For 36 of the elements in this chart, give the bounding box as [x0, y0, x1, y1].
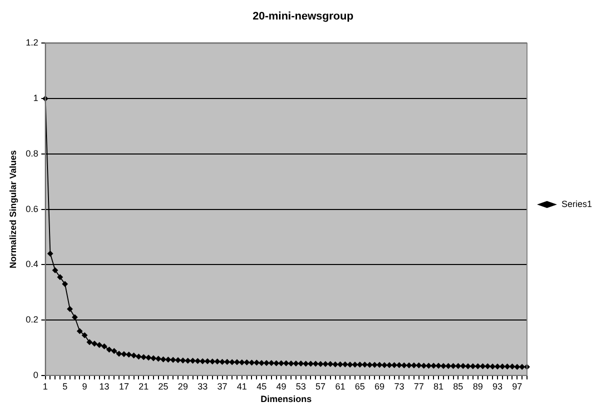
y-tick-label: 0.8 — [26, 148, 38, 158]
x-tick-label: 69 — [374, 381, 385, 392]
y-tick-label: 1 — [33, 93, 38, 104]
x-tick-label: 97 — [512, 381, 522, 392]
x-tick-label: 85 — [453, 381, 464, 392]
y-tick-label: 0 — [33, 370, 38, 380]
x-tick-label: 17 — [118, 381, 129, 392]
chart-title: 20-mini-newsgroup — [252, 10, 354, 23]
y-tick-label: 0.6 — [26, 204, 38, 214]
y-tick-label: 1.2 — [26, 38, 38, 48]
x-tick-label: 45 — [256, 381, 267, 392]
x-tick-label: 73 — [394, 381, 404, 392]
x-tick-label: 57 — [316, 381, 326, 392]
y-tick-label: 0.2 — [26, 314, 38, 325]
x-tick-label: 33 — [198, 381, 208, 392]
x-tick-label: 25 — [158, 381, 168, 392]
x-tick-label: 89 — [472, 381, 483, 392]
x-tick-label: 77 — [414, 381, 424, 392]
x-tick-label: 93 — [492, 381, 502, 392]
x-tick-label: 53 — [296, 381, 306, 392]
x-tick-label: 37 — [217, 381, 228, 392]
x-tick-label: 41 — [236, 381, 247, 392]
x-tick-label: 1 — [42, 381, 48, 392]
x-tick-label: 49 — [276, 381, 286, 392]
y-tick-label: 0.4 — [26, 259, 38, 270]
x-tick-label: 61 — [335, 381, 346, 392]
x-tick-label: 21 — [138, 381, 149, 392]
x-tick-label: 65 — [354, 381, 365, 392]
x-tick-label: 81 — [434, 381, 444, 392]
legend-label: Series1 — [561, 198, 592, 209]
y-axis-title: Normalized Singular Values — [8, 150, 18, 268]
x-tick-label: 5 — [62, 381, 68, 392]
x-tick-label: 9 — [82, 381, 88, 392]
x-axis-title: Dimensions — [260, 394, 312, 404]
x-tick-label: 29 — [178, 381, 188, 392]
x-tick-label: 13 — [99, 381, 110, 392]
